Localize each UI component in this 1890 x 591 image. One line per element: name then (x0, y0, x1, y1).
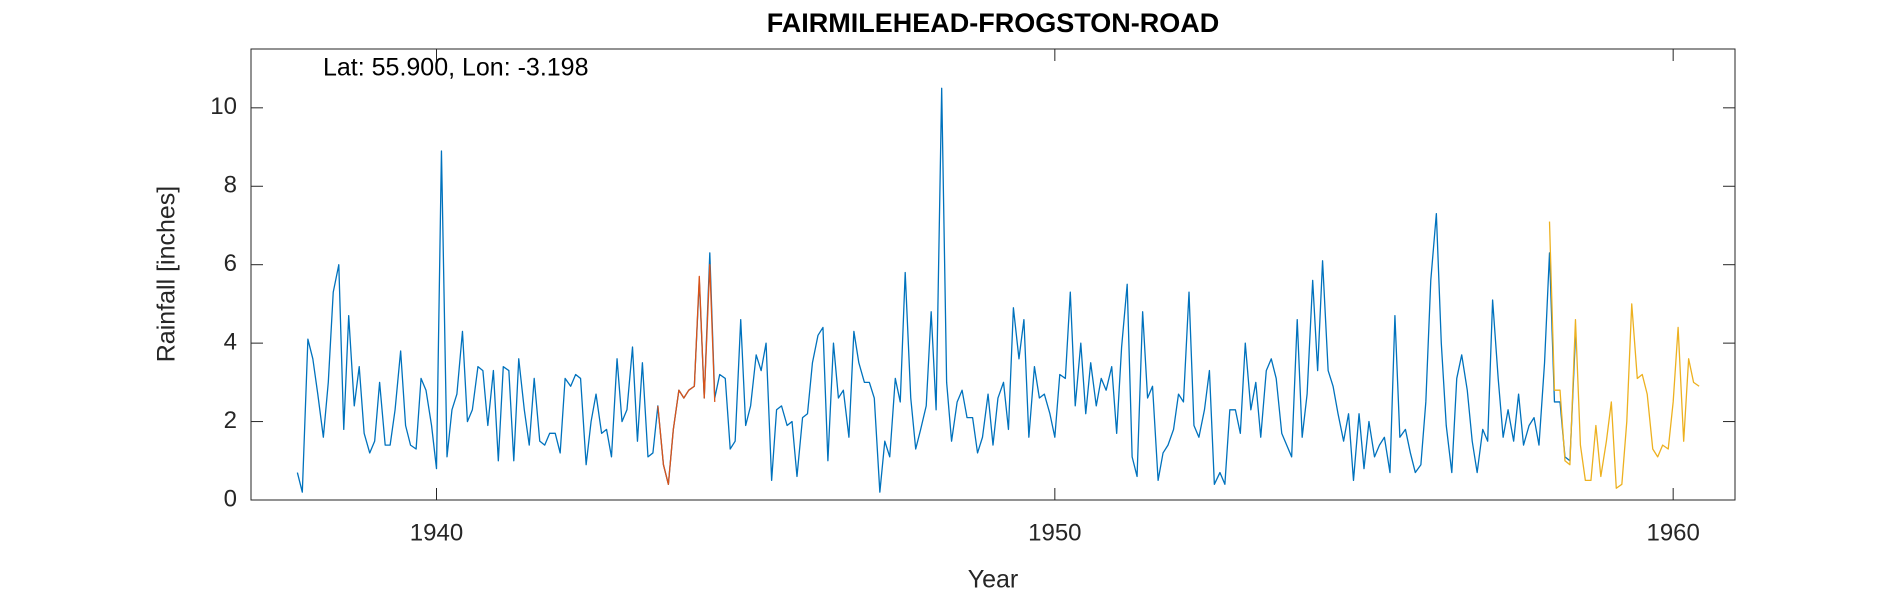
data-line (296, 87, 1577, 493)
data-line (657, 264, 716, 485)
y-tick-label: 2 (224, 407, 237, 434)
x-axis-label: Year (968, 566, 1019, 591)
x-tick-label: 1960 (1646, 519, 1699, 546)
y-tick-label: 6 (224, 250, 237, 277)
data-line (1548, 221, 1700, 489)
y-axis-label: Rainfall [inches] (153, 186, 181, 362)
y-tick-label: 8 (224, 172, 237, 199)
y-tick-label: 4 (224, 328, 237, 355)
annotation: Lat: 55.900, Lon: -3.198 (323, 54, 589, 82)
chart-title: FAIRMILEHEAD-FROGSTON-ROAD (767, 8, 1220, 38)
y-tick-label: 10 (210, 93, 237, 120)
x-tick-label: 1940 (410, 519, 463, 546)
y-tick-label: 0 (224, 485, 237, 512)
x-tick-label: 1950 (1028, 519, 1081, 546)
